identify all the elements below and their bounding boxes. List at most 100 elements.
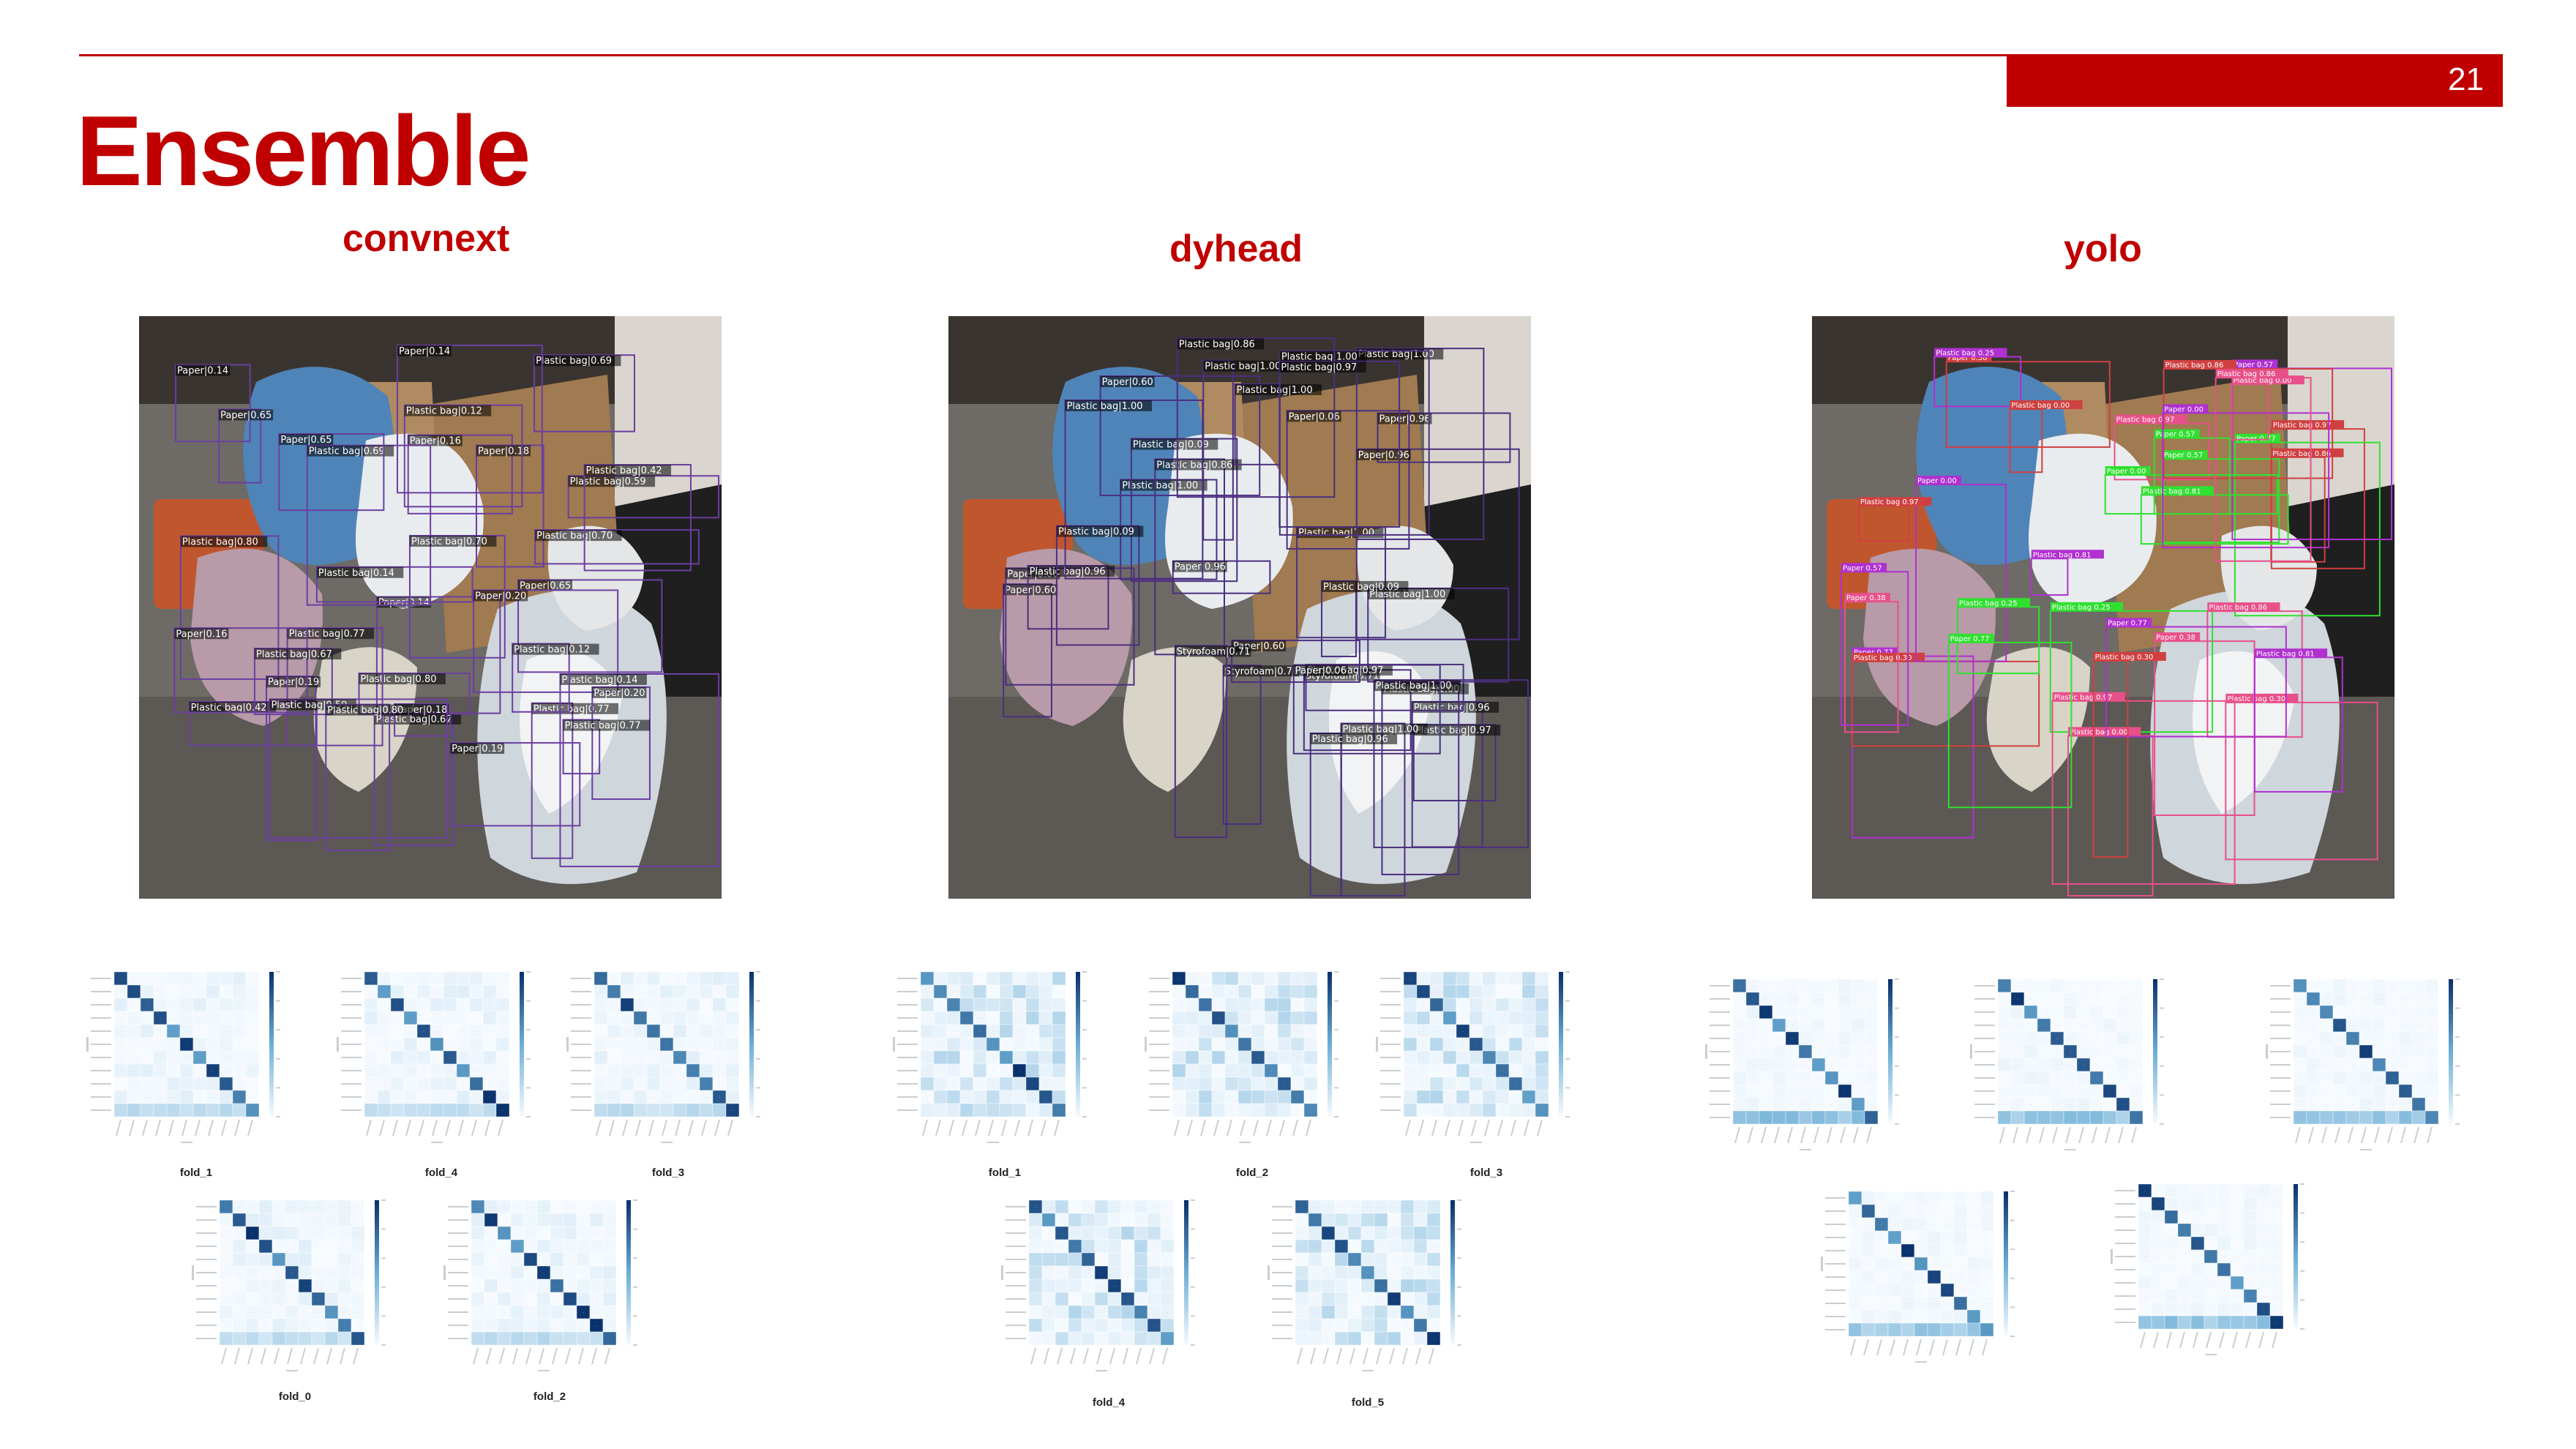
svg-text:·: · — [410, 1069, 411, 1073]
svg-text:·: · — [199, 990, 200, 994]
svg-text:Plastic bag 0.25: Plastic bag 0.25 — [2052, 604, 2111, 612]
svg-text:·: · — [1270, 1109, 1271, 1112]
svg-text:·: · — [530, 1271, 531, 1275]
svg-text:·: · — [992, 1030, 993, 1033]
svg-text:·: · — [692, 1069, 693, 1073]
svg-text:·: · — [653, 977, 654, 981]
svg-text:·: · — [212, 1096, 213, 1099]
svg-text:·: · — [304, 1337, 305, 1341]
svg-text:·: · — [1032, 1043, 1033, 1046]
svg-text:·: · — [1244, 1109, 1245, 1112]
svg-text:·: · — [1515, 1016, 1516, 1020]
svg-text:·: · — [1475, 1056, 1476, 1060]
svg-text:·: · — [1380, 1232, 1381, 1235]
svg-text:·: · — [1739, 984, 1740, 988]
confusion-matrix-convnext-fold-2: · · · · · · · · · · · · · · · · · · · · · · · · · · · · · · · · · · · · · · · ·… — [443, 1194, 656, 1414]
svg-text:·: · — [489, 1056, 490, 1060]
svg-text:Paper 0.57: Paper 0.57 — [1843, 564, 1882, 572]
svg-text:·: · — [1528, 1003, 1529, 1007]
svg-text:·: · — [2135, 1077, 2136, 1080]
svg-text:·: · — [1058, 1096, 1059, 1099]
svg-text:Plastic bag|0.67: Plastic bag|0.67 — [256, 649, 332, 660]
svg-text:·: · — [2122, 1011, 2123, 1014]
svg-text:·: · — [979, 990, 980, 994]
svg-text:·: · — [1854, 1315, 1855, 1319]
svg-text:·: · — [2339, 1116, 2340, 1120]
svg-text:Plastic bag|0.96: Plastic bag|0.96 — [1312, 734, 1388, 745]
svg-text:·: · — [953, 977, 954, 981]
svg-text:·: · — [1831, 1116, 1832, 1120]
svg-text:·: · — [1257, 1030, 1258, 1033]
svg-text:·: · — [477, 1298, 478, 1301]
page-badge: 21 — [2007, 54, 2503, 107]
svg-text:·: · — [705, 1096, 706, 1099]
svg-text:·: · — [1933, 1210, 1934, 1213]
svg-text:·: · — [1844, 984, 1845, 988]
svg-text:·: · — [503, 1245, 504, 1248]
svg-text:·: · — [383, 1109, 384, 1112]
svg-text:·: · — [1354, 1218, 1355, 1222]
svg-text:·: · — [2378, 1063, 2379, 1067]
svg-text:·: · — [1314, 1232, 1315, 1235]
svg-text:Plastic bag 0.00: Plastic bag 0.00 — [2070, 728, 2128, 736]
svg-text:Plastic bag|0.70: Plastic bag|0.70 — [411, 536, 487, 547]
svg-text:·: · — [1973, 1236, 1974, 1240]
svg-text:·: · — [1973, 1315, 1974, 1319]
svg-text:·: · — [626, 1003, 627, 1007]
svg-text:·: · — [1449, 977, 1450, 981]
svg-text:·: · — [331, 1324, 332, 1328]
svg-text:·: · — [133, 990, 134, 994]
svg-text:·: · — [992, 1016, 993, 1020]
svg-text:·: · — [1449, 1096, 1450, 1099]
svg-text:·: · — [1765, 1103, 1766, 1107]
svg-text:·: · — [146, 1016, 147, 1020]
svg-text:·: · — [653, 1056, 654, 1060]
svg-text:·: · — [120, 1096, 121, 1099]
svg-text:·: · — [212, 1030, 213, 1033]
svg-text:Plastic bag|0.97: Plastic bag|0.97 — [1415, 725, 1491, 736]
svg-text:·: · — [1380, 1271, 1381, 1275]
svg-text:·: · — [1515, 1003, 1516, 1007]
svg-text:·: · — [1960, 1236, 1961, 1240]
svg-text:Paper|0.65: Paper|0.65 — [280, 435, 332, 446]
svg-text:·: · — [1035, 1258, 1036, 1262]
svg-text:·: · — [692, 1003, 693, 1007]
svg-text:·: · — [1310, 977, 1311, 981]
svg-text:Plastic bag|0.96: Plastic bag|0.96 — [1414, 703, 1490, 714]
svg-text:·: · — [1178, 1030, 1179, 1033]
svg-text:·: · — [1270, 1030, 1271, 1033]
svg-text:·: · — [2299, 984, 2300, 988]
svg-text:·: · — [225, 1245, 226, 1248]
svg-text:·: · — [1739, 1077, 1740, 1080]
svg-text:·: · — [436, 1003, 437, 1007]
svg-text:·: · — [1933, 1302, 1934, 1306]
svg-text:·: · — [626, 1016, 627, 1020]
svg-text:·: · — [1367, 1205, 1368, 1209]
svg-text:·: · — [1739, 1090, 1740, 1093]
svg-text:·: · — [679, 1003, 680, 1007]
svg-text:·: · — [609, 1258, 610, 1262]
svg-text:·: · — [1907, 1210, 1908, 1213]
svg-text:·: · — [1035, 1337, 1036, 1341]
svg-text:Paper 0.00: Paper 0.00 — [2164, 405, 2204, 413]
svg-text:·: · — [1045, 1096, 1046, 1099]
svg-text:·: · — [1140, 1271, 1141, 1275]
svg-text:·: · — [1881, 1262, 1882, 1266]
svg-text:·: · — [1035, 1271, 1036, 1275]
svg-text:·: · — [186, 1016, 187, 1020]
svg-text:·: · — [953, 1030, 954, 1033]
svg-text:·: · — [1074, 1205, 1075, 1209]
svg-text:·: · — [2017, 997, 2018, 1001]
svg-text:·: · — [199, 1043, 200, 1046]
svg-text:·: · — [1475, 1069, 1476, 1073]
svg-text:·: · — [1032, 1016, 1033, 1020]
svg-text:·: · — [2157, 1255, 2158, 1259]
svg-text:·: · — [1231, 1056, 1232, 1060]
svg-text:·: · — [1409, 1082, 1410, 1086]
svg-text:·: · — [953, 1043, 954, 1046]
confusion-matrix-dyhead-fold-5: · · · · · · · · · · · · · · · · · · · · · · · · · · · · · · · · · · · · · · · ·… — [1268, 1194, 1480, 1414]
svg-text:Paper 0.00: Paper 0.00 — [2107, 468, 2146, 476]
svg-text:·: · — [1257, 1003, 1258, 1007]
svg-text:·: · — [1178, 990, 1179, 994]
svg-text:·: · — [600, 990, 601, 994]
